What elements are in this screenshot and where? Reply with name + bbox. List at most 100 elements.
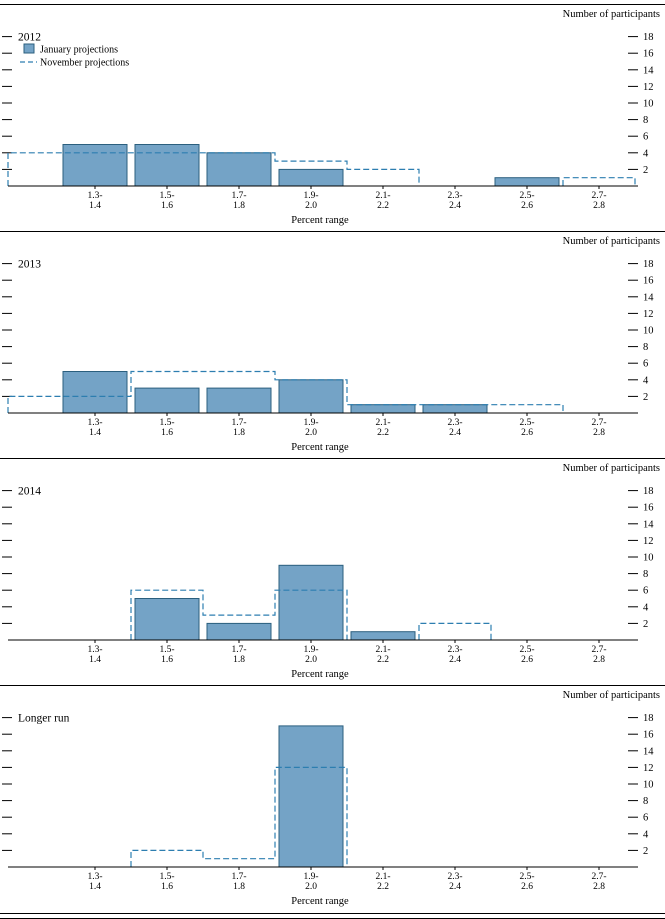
x-tick-label-top: 1.5- — [159, 645, 174, 655]
x-tick-label-top: 2.5- — [519, 872, 534, 882]
panel-2012-chart: Number of participants 2 4 6 8 10 12 14 16 18 2012… — [0, 4, 665, 226]
november-line — [7, 370, 564, 413]
y-tick-label: 18 — [643, 713, 654, 724]
x-axis-title: Percent range — [291, 442, 349, 453]
y-tick-label: 10 — [643, 99, 654, 110]
x-tick-label-bottom: 2.4 — [449, 882, 461, 892]
x-axis-title: Percent range — [291, 215, 349, 226]
x-tick-label-bottom: 2.8 — [593, 882, 605, 892]
x-tick-label-top: 1.5- — [159, 872, 174, 882]
y-tick-label: 6 — [643, 359, 648, 370]
x-tick-label-top: 1.7- — [231, 418, 246, 428]
january-bar — [278, 168, 344, 187]
january-bar — [62, 371, 128, 414]
x-tick-label-bottom: 1.6 — [161, 882, 173, 892]
x-tick-label-top: 2.7- — [591, 191, 606, 201]
january-bar — [278, 725, 344, 868]
y-axis-title: Number of participants — [563, 9, 660, 20]
y-tick-label: 12 — [643, 82, 654, 93]
x-tick-label-bottom: 2.0 — [305, 201, 317, 211]
x-tick-label-bottom: 2.2 — [377, 655, 389, 665]
x-tick-label-top: 2.3- — [447, 645, 462, 655]
x-tick-label-top: 2.3- — [447, 418, 462, 428]
x-tick-label-bottom: 2.8 — [593, 428, 605, 438]
legend-swatch-january — [23, 43, 35, 54]
x-tick-label-bottom: 2.4 — [449, 428, 461, 438]
x-tick-label-top: 2.1- — [375, 418, 390, 428]
panel-longer-run-chart: Number of participants 2 4 6 8 10 12 14 16 18 Long… — [0, 685, 665, 907]
x-tick-label-top: 2.5- — [519, 645, 534, 655]
x-tick-label-bottom: 2.0 — [305, 428, 317, 438]
y-tick-label: 4 — [643, 829, 649, 840]
y-tick-label: 2 — [643, 846, 648, 857]
y-axis-title: Number of participants — [563, 236, 660, 247]
y-tick-label: 14 — [643, 65, 654, 76]
x-tick-label-top: 1.3- — [87, 191, 102, 201]
x-tick-label-top: 2.5- — [519, 418, 534, 428]
x-axis-title: Percent range — [291, 896, 349, 907]
x-tick-label-bottom: 2.0 — [305, 655, 317, 665]
x-tick-label-top: 1.3- — [87, 872, 102, 882]
january-bar — [278, 379, 344, 414]
y-tick-label: 16 — [643, 503, 654, 514]
y-tick-label: 8 — [643, 115, 648, 126]
x-tick-label-bottom: 1.4 — [89, 201, 101, 211]
legend-label-november: November projections — [40, 58, 129, 69]
x-tick-label-top: 2.1- — [375, 191, 390, 201]
x-tick-label-top: 1.5- — [159, 418, 174, 428]
y-tick-label: 12 — [643, 763, 654, 774]
january-bar — [134, 387, 200, 414]
x-tick-label-bottom: 1.8 — [233, 655, 245, 665]
x-tick-label-top: 1.7- — [231, 191, 246, 201]
x-tick-label-top: 1.3- — [87, 418, 102, 428]
x-tick-label-top: 2.3- — [447, 191, 462, 201]
x-tick-label-top: 1.3- — [87, 645, 102, 655]
november-line — [130, 766, 348, 867]
january-bar — [350, 631, 416, 641]
panel-title: 2013 — [18, 258, 41, 270]
x-tick-label-bottom: 2.6 — [521, 428, 533, 438]
x-tick-label-bottom: 2.2 — [377, 428, 389, 438]
x-tick-label-bottom: 1.4 — [89, 655, 101, 665]
january-bar — [206, 387, 272, 414]
january-bar — [278, 564, 344, 641]
x-tick-label-bottom: 1.6 — [161, 655, 173, 665]
x-tick-label-top: 2.7- — [591, 418, 606, 428]
y-tick-label: 6 — [643, 132, 648, 143]
y-tick-label: 4 — [643, 148, 649, 159]
y-tick-label: 10 — [643, 553, 654, 564]
panel-title: Longer run — [18, 712, 70, 724]
x-tick-label-bottom: 1.6 — [161, 201, 173, 211]
y-tick-label: 18 — [643, 259, 654, 270]
x-tick-label-top: 1.9- — [303, 872, 318, 882]
november-line — [7, 152, 636, 186]
x-tick-label-bottom: 2.0 — [305, 882, 317, 892]
y-tick-label: 8 — [643, 342, 648, 353]
y-tick-label: 14 — [643, 519, 654, 530]
y-tick-label: 2 — [643, 619, 648, 630]
y-tick-label: 12 — [643, 309, 654, 320]
x-tick-label-bottom: 2.8 — [593, 655, 605, 665]
x-tick-label-bottom: 2.4 — [449, 655, 461, 665]
x-tick-label-top: 1.5- — [159, 191, 174, 201]
january-bar — [62, 144, 128, 187]
x-tick-label-top: 2.3- — [447, 872, 462, 882]
panel-2013-chart: Number of participants 2 4 6 8 10 12 14 16 18 2013… — [0, 231, 665, 453]
x-tick-label-bottom: 1.8 — [233, 201, 245, 211]
x-tick-label-bottom: 1.8 — [233, 882, 245, 892]
y-tick-label: 18 — [643, 32, 654, 43]
y-tick-label: 8 — [643, 569, 648, 580]
figure-bottom-rule — [0, 913, 665, 919]
x-axis-title: Percent range — [291, 669, 349, 680]
january-bar — [494, 177, 560, 187]
y-tick-label: 2 — [643, 165, 648, 176]
january-bar — [134, 598, 200, 641]
y-tick-label: 4 — [643, 602, 649, 613]
x-tick-label-bottom: 1.6 — [161, 428, 173, 438]
y-tick-label: 16 — [643, 730, 654, 741]
y-tick-label: 4 — [643, 375, 649, 386]
y-tick-label: 6 — [643, 586, 648, 597]
november-line — [130, 589, 492, 640]
y-tick-label: 10 — [643, 780, 654, 791]
